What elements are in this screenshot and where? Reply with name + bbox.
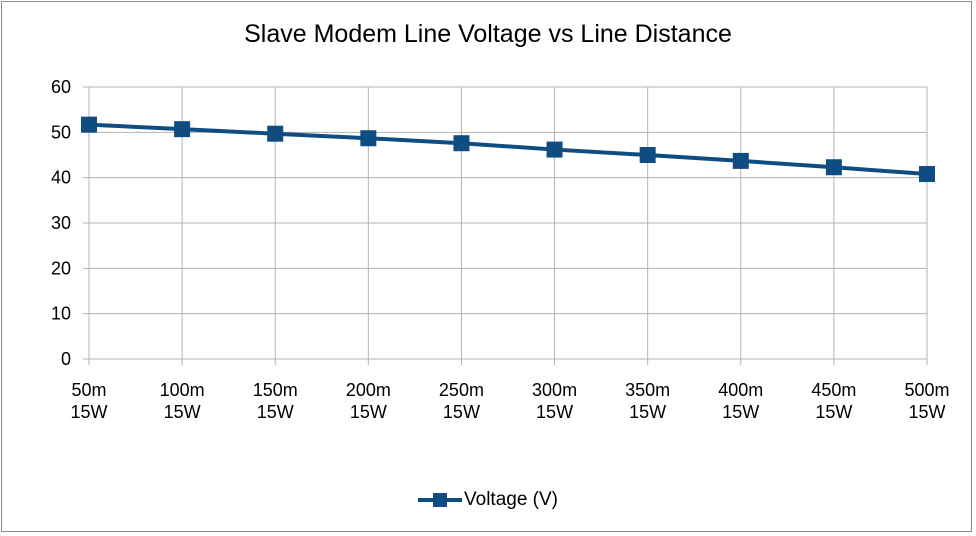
y-tick-label: 50	[51, 122, 71, 142]
x-tick-label: 400m 15W	[718, 380, 763, 422]
y-axis: 0 10 20 30 40 50 60	[51, 77, 71, 369]
x-axis: 50m 15W 100m 15W 150m 15W 200m 15W 250m 15W 300m 15…	[70, 380, 949, 422]
chart-title: Slave Modem Line Voltage vs Line Distanc…	[244, 20, 732, 48]
legend-swatch	[418, 490, 462, 510]
series-line	[88, 122, 928, 177]
x-tick-label: 250m 15W	[439, 380, 484, 422]
data-point-marker	[546, 141, 563, 158]
legend: Voltage (V)	[418, 488, 558, 512]
y-tick-label: 40	[51, 168, 71, 188]
x-tick-label: 100m 15W	[160, 380, 205, 422]
y-tick-label: 10	[51, 304, 71, 324]
y-tick-label: 0	[61, 349, 71, 369]
data-point-marker	[174, 121, 191, 138]
x-tick-label: 50m 15W	[70, 380, 107, 422]
data-point-marker	[453, 135, 470, 152]
x-tick-label: 500m 15W	[904, 380, 949, 422]
y-tick-label: 20	[51, 258, 71, 278]
legend-label: Voltage (V)	[464, 489, 558, 510]
data-point-marker	[732, 152, 749, 169]
x-tick-label: 150m 15W	[253, 380, 298, 422]
data-point-marker	[919, 166, 935, 183]
y-tick-label: 60	[51, 77, 71, 97]
data-point-marker	[639, 147, 656, 163]
x-tick-label: 450m 15W	[811, 380, 856, 422]
series-group	[81, 116, 935, 183]
data-point-marker	[825, 159, 842, 176]
x-tick-label: 200m 15W	[346, 380, 391, 422]
legend-square-marker	[433, 493, 447, 507]
data-point-marker	[360, 130, 377, 147]
x-tick-label: 300m 15W	[532, 380, 577, 422]
data-point-marker	[267, 125, 284, 142]
data-point-marker	[81, 116, 97, 133]
x-tick-label: 350m 15W	[625, 380, 670, 422]
y-tick-label: 30	[51, 213, 71, 233]
